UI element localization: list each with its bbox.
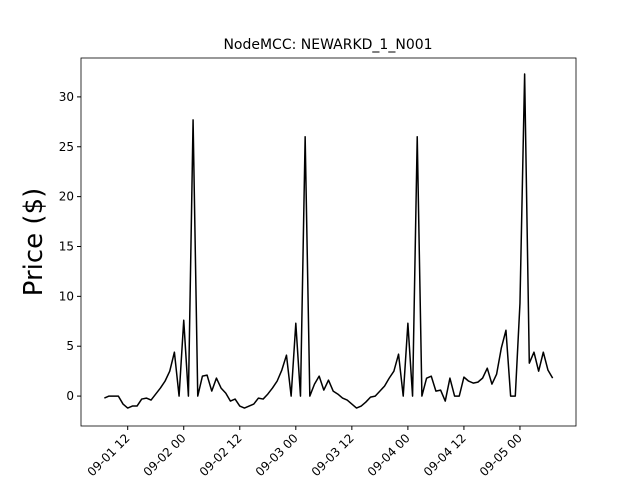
- y-tick-label: 30: [59, 90, 74, 104]
- y-tick-label: 5: [66, 339, 74, 353]
- y-tick-label: 20: [59, 190, 74, 204]
- y-tick-label: 15: [59, 239, 74, 253]
- y-tick-label: 25: [59, 140, 74, 154]
- plot-frame: [80, 57, 577, 427]
- y-tick-label: 10: [59, 289, 74, 303]
- y-tick-label: 0: [66, 389, 74, 403]
- chart-title: NodeMCC: NEWARKD_1_N001: [223, 37, 432, 53]
- y-axis-label: Price ($): [19, 188, 49, 297]
- price-line: [104, 73, 554, 409]
